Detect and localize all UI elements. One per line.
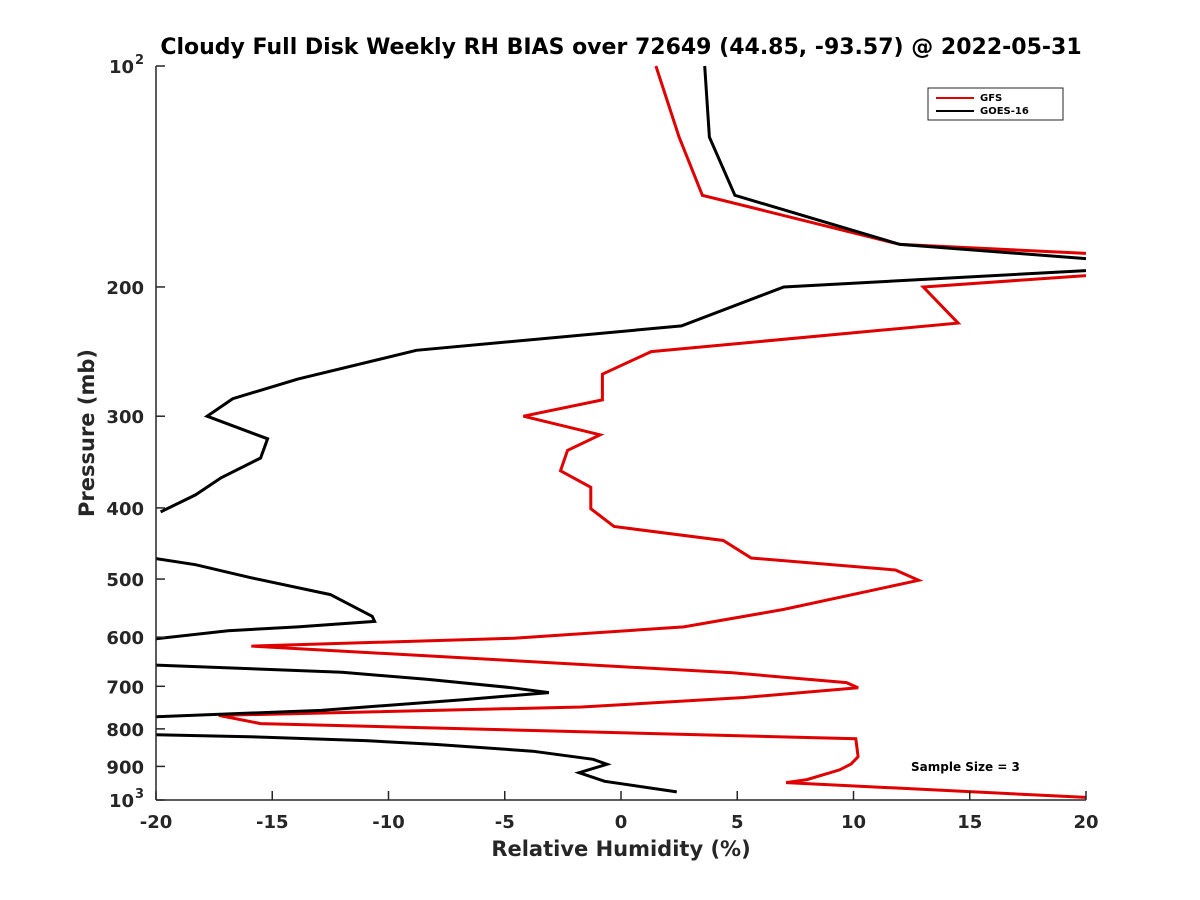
x-tick-label: -10: [372, 812, 405, 833]
y-tick-label: 300: [106, 407, 144, 428]
x-axis-ticks: -20 -15 -10 -5 0 5 10 15 20: [140, 791, 1099, 833]
y-tick-label: 10: [109, 791, 134, 812]
series-line-goes16-segment-4: [156, 663, 550, 719]
y-tick-label: 900: [106, 757, 144, 778]
x-tick-label: 10: [841, 812, 866, 833]
legend-label-gfs: GFS: [980, 93, 1002, 104]
y-tick-label: 600: [106, 628, 144, 649]
y-tick-label: 500: [106, 570, 144, 591]
x-tick-label: 15: [957, 812, 982, 833]
y-tick-label: 700: [106, 677, 144, 698]
series-layer: [156, 65, 1087, 799]
series-line-goes16-segment-1: [703, 65, 1087, 261]
x-tick-label: -20: [140, 812, 173, 833]
x-tick-label: -15: [256, 812, 289, 833]
y-tick-label: 400: [106, 499, 144, 520]
legend-label-goes16: GOES-16: [980, 106, 1029, 117]
y-tick-label: 200: [106, 278, 144, 299]
y-tick-label: 800: [106, 720, 144, 741]
series-line-goes16-segment-3: [156, 557, 377, 641]
legend: GFS GOES-16: [927, 87, 1064, 121]
x-tick-label: 20: [1073, 812, 1098, 833]
y-tick-label: 10: [109, 57, 134, 78]
series-line-gfs-segment-1: [654, 65, 1087, 255]
x-tick-label: -5: [495, 812, 515, 833]
x-axis-label: Relative Humidity (%): [491, 837, 750, 861]
y-tick-exponent: 2: [135, 53, 144, 68]
series-line-goes16-segment-5: [156, 733, 678, 794]
y-tick-exponent: 3: [135, 787, 144, 802]
chart-title: Cloudy Full Disk Weekly RH BIAS over 726…: [160, 35, 1081, 60]
series-line-gfs-segment-2: [218, 274, 1087, 799]
x-tick-label: 5: [731, 812, 744, 833]
x-tick-label: 0: [615, 812, 628, 833]
series-line-goes16-segment-2: [159, 269, 1087, 514]
legend-box: [927, 87, 1064, 121]
y-axis-label: Pressure (mb): [75, 349, 99, 517]
sample-size-annotation: Sample Size = 3: [911, 760, 1020, 774]
plot-area: [156, 66, 1086, 800]
